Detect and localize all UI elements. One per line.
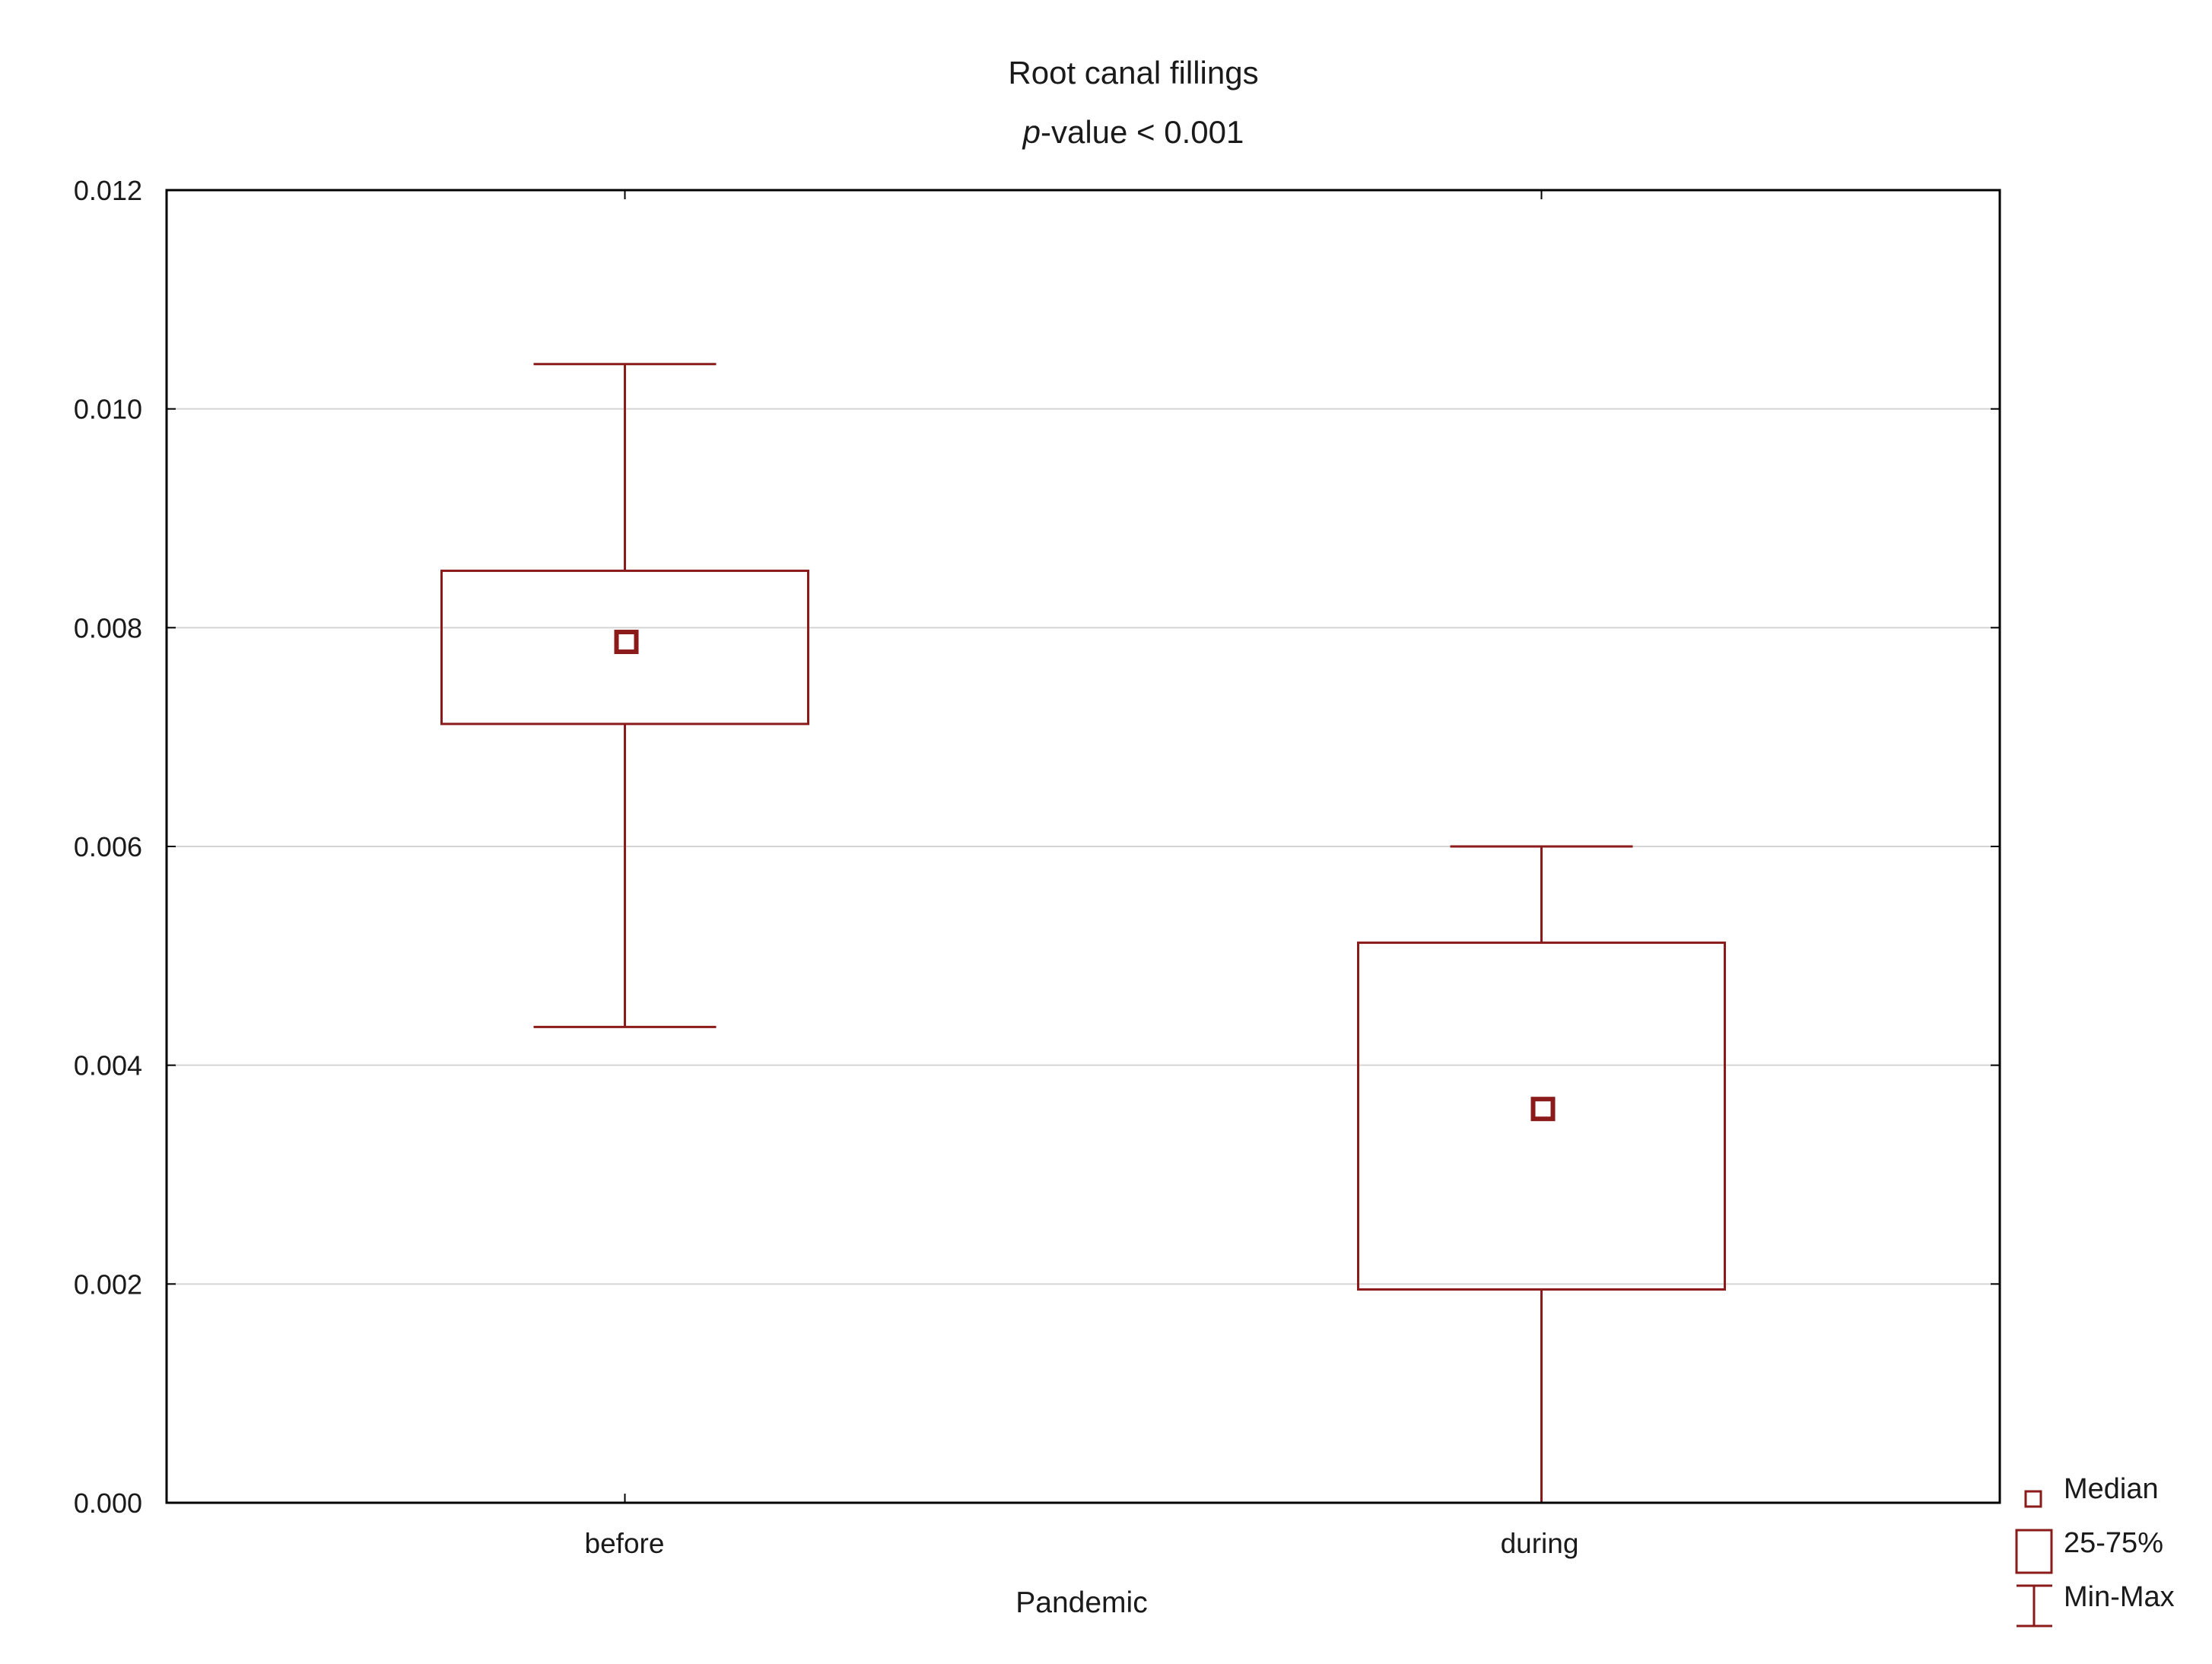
median-marker	[614, 630, 639, 655]
y-tick-label: 0.004	[74, 1050, 142, 1081]
box-before	[440, 363, 809, 1028]
plot-frame	[165, 189, 2001, 1504]
subtitle-rest: -value < 0.001	[1041, 114, 1244, 150]
y-tick-label: 0.002	[74, 1269, 142, 1300]
y-axis-ticks: 0.000 0.002 0.004 0.006 0.008 0.010 0.012	[74, 175, 2000, 1519]
x-tick-label-before: before	[585, 1528, 665, 1559]
legend-box-swatch	[2015, 1529, 2053, 1574]
legend: Median 25-75% Min-Max	[2015, 1473, 2175, 1627]
legend-median-label: Median	[2064, 1473, 2159, 1505]
chart-subtitle: p-value < 0.001	[1022, 114, 1244, 150]
y-tick-label: 0.010	[74, 394, 142, 425]
legend-whisker-label: Min-Max	[2064, 1581, 2175, 1613]
legend-whisker-swatch	[2017, 1584, 2052, 1627]
boxes	[440, 363, 1726, 1503]
gridlines	[167, 408, 2000, 1285]
x-axis-label: Pandemic	[1015, 1586, 1147, 1619]
y-tick-label: 0.008	[74, 612, 142, 643]
chart-title: Root canal fillings	[1008, 55, 1258, 91]
y-tick-label: 0.000	[74, 1488, 142, 1519]
subtitle-italic-p: p	[1022, 114, 1041, 150]
iqr-box	[1357, 942, 1726, 1291]
median-marker	[1530, 1097, 1556, 1122]
legend-box-label: 25-75%	[2064, 1527, 2163, 1559]
y-tick-label: 0.006	[74, 831, 142, 862]
legend-median-swatch	[2024, 1490, 2042, 1508]
box-during	[1357, 845, 1726, 1503]
x-tick-label-during: during	[1501, 1528, 1579, 1559]
y-tick-label: 0.012	[74, 175, 142, 206]
iqr-box	[440, 570, 809, 726]
